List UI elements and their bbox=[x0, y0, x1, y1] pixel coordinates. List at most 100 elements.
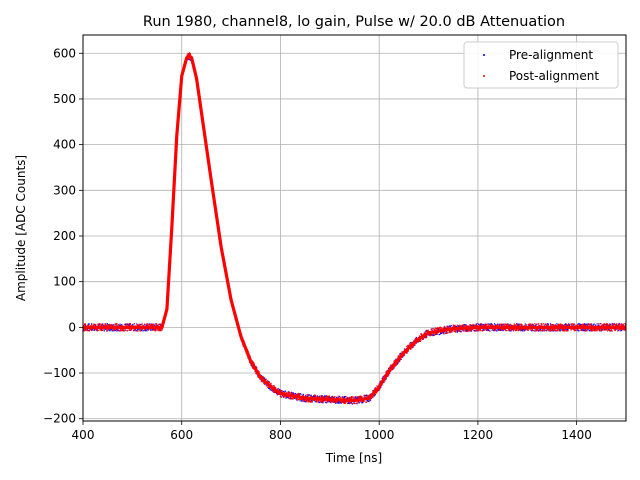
data-point bbox=[614, 324, 616, 326]
data-point bbox=[129, 324, 131, 326]
data-point bbox=[358, 398, 361, 400]
data-point bbox=[351, 398, 353, 400]
data-point bbox=[457, 326, 459, 328]
data-point bbox=[523, 328, 526, 330]
data-point bbox=[346, 399, 348, 401]
data-point bbox=[255, 369, 257, 371]
data-point bbox=[566, 324, 568, 326]
data-point bbox=[540, 323, 542, 325]
data-point bbox=[418, 335, 421, 337]
data-point bbox=[174, 161, 177, 163]
x-tick-label: 400 bbox=[72, 428, 95, 442]
data-point bbox=[268, 382, 270, 384]
data-point bbox=[248, 352, 250, 354]
data-point bbox=[456, 324, 458, 326]
data-point bbox=[148, 326, 150, 329]
data-point bbox=[612, 323, 614, 325]
data-point bbox=[465, 329, 467, 331]
data-point bbox=[397, 358, 399, 360]
data-point bbox=[305, 401, 307, 403]
data-point bbox=[482, 325, 485, 327]
data-point bbox=[579, 325, 582, 328]
data-point bbox=[527, 329, 529, 331]
data-point bbox=[191, 58, 193, 60]
x-axis-label: Time [ns] bbox=[325, 451, 382, 465]
data-point bbox=[158, 330, 160, 332]
data-point bbox=[346, 400, 348, 402]
data-point bbox=[488, 324, 490, 326]
data-point bbox=[255, 372, 257, 375]
data-point bbox=[463, 324, 466, 326]
data-point bbox=[305, 398, 307, 401]
data-point bbox=[231, 306, 233, 308]
data-point bbox=[483, 329, 485, 331]
data-point bbox=[210, 174, 212, 176]
data-point bbox=[220, 247, 222, 249]
data-point bbox=[609, 323, 611, 325]
data-point bbox=[347, 398, 349, 400]
data-point bbox=[535, 328, 537, 330]
data-point bbox=[106, 324, 109, 326]
data-point bbox=[114, 328, 116, 330]
data-point bbox=[583, 327, 585, 329]
data-point bbox=[331, 396, 333, 398]
data-point bbox=[400, 358, 402, 360]
data-point bbox=[533, 325, 535, 327]
data-point bbox=[103, 330, 105, 332]
data-point bbox=[616, 323, 618, 325]
data-point bbox=[284, 392, 286, 394]
data-point bbox=[289, 398, 291, 400]
data-point bbox=[488, 327, 490, 330]
data-point bbox=[93, 328, 95, 330]
data-point bbox=[169, 260, 171, 262]
data-point bbox=[86, 327, 88, 329]
data-point bbox=[137, 327, 139, 329]
data-point bbox=[570, 323, 572, 325]
data-point bbox=[228, 286, 230, 288]
data-point bbox=[512, 327, 514, 329]
data-point bbox=[598, 328, 600, 330]
data-point bbox=[607, 325, 609, 327]
data-point bbox=[159, 323, 161, 325]
data-point bbox=[565, 329, 567, 331]
data-point bbox=[503, 323, 505, 326]
data-point bbox=[619, 324, 621, 327]
data-point bbox=[572, 324, 575, 326]
data-point bbox=[493, 323, 496, 325]
data-point bbox=[307, 395, 309, 397]
data-point bbox=[295, 394, 297, 396]
data-point bbox=[481, 330, 483, 332]
data-point bbox=[564, 324, 567, 326]
data-point bbox=[353, 396, 355, 398]
data-point bbox=[117, 329, 120, 331]
data-point bbox=[620, 327, 622, 329]
data-point bbox=[302, 399, 304, 401]
data-point bbox=[384, 374, 387, 376]
data-point bbox=[616, 324, 618, 327]
data-point bbox=[474, 326, 476, 328]
data-point bbox=[266, 385, 268, 387]
data-point bbox=[166, 312, 168, 314]
data-point bbox=[444, 327, 446, 329]
data-point bbox=[120, 327, 122, 330]
data-point bbox=[91, 323, 93, 325]
data-point bbox=[556, 323, 558, 325]
data-point bbox=[162, 322, 164, 325]
data-point bbox=[504, 325, 506, 327]
data-point bbox=[125, 323, 128, 325]
data-point bbox=[531, 328, 534, 330]
y-axis-label: Amplitude [ADC Counts] bbox=[14, 155, 28, 301]
data-point bbox=[585, 323, 587, 326]
data-point bbox=[368, 394, 370, 396]
data-point bbox=[471, 324, 473, 326]
data-point bbox=[191, 62, 193, 64]
data-point bbox=[113, 328, 116, 330]
data-point bbox=[294, 395, 296, 397]
data-point bbox=[376, 385, 378, 387]
data-point bbox=[269, 383, 271, 385]
data-point bbox=[564, 323, 567, 325]
data-point bbox=[426, 331, 428, 334]
data-point bbox=[134, 327, 136, 329]
data-point bbox=[145, 326, 147, 328]
data-point bbox=[117, 327, 120, 329]
